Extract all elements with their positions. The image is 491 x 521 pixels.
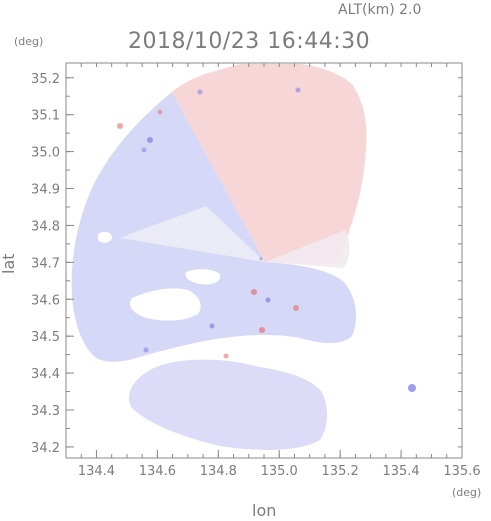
chart-title: 2018/10/23 16:44:30	[128, 29, 370, 54]
y-tick-label: 34.8	[31, 219, 60, 234]
radar-site-marker	[259, 257, 263, 261]
x-tick-label: 135.6	[443, 464, 480, 479]
y-tick-label: 34.7	[31, 256, 60, 271]
y-tick-label: 34.3	[31, 404, 60, 419]
y-axis-title: lat	[0, 253, 18, 274]
y-tick-label: 35.2	[31, 72, 60, 87]
x-tick-label: 135.2	[322, 464, 359, 479]
echo-gap-3	[185, 269, 221, 285]
y-tick-label: 34.5	[31, 330, 60, 345]
y-tick-label: 34.6	[31, 293, 60, 308]
axes: 134.4 134.6 134.8 135.0 135.2 135.4 135.6 34.2 3…	[31, 62, 481, 479]
radar-echo-field	[71, 64, 416, 450]
y-tick-label: 34.4	[31, 367, 60, 382]
y-tick-label: 34.9	[31, 183, 60, 198]
y-tick-label: 35.1	[31, 109, 60, 124]
x-tick-label: 134.4	[78, 464, 115, 479]
altitude-label: ALT(km) 2.0	[338, 2, 421, 18]
x-tick-label: 135.0	[261, 464, 298, 479]
x-tick-label: 134.6	[139, 464, 176, 479]
echo-region-north	[172, 64, 367, 264]
y-unit-label: (deg)	[14, 35, 43, 48]
echo-gap-2	[216, 339, 283, 363]
echo-gap-4	[98, 231, 112, 243]
echo-zero-band	[120, 206, 265, 262]
y-tick-label: 34.2	[31, 441, 60, 456]
x-axis-title: lon	[252, 501, 276, 520]
echo-gap-1	[129, 288, 201, 321]
echo-region-south	[128, 359, 328, 450]
y-tick-label: 35.0	[31, 146, 60, 161]
strong-velocity-speckles	[117, 87, 416, 392]
x-tick-label: 135.4	[382, 464, 419, 479]
x-unit-label: (deg)	[452, 486, 481, 499]
x-tick-label: 134.8	[200, 464, 237, 479]
echo-zero-band-east	[265, 230, 350, 268]
